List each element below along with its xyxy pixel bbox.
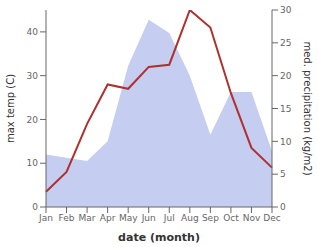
svg-text:5: 5: [280, 169, 286, 179]
svg-text:Nov: Nov: [243, 213, 261, 223]
svg-text:10: 10: [27, 158, 39, 168]
svg-text:Aug: Aug: [181, 213, 199, 223]
svg-text:May: May: [119, 213, 138, 223]
svg-text:0: 0: [280, 202, 286, 212]
svg-text:Mar: Mar: [79, 213, 96, 223]
svg-text:max temp (C): max temp (C): [8, 74, 16, 143]
svg-text:Sep: Sep: [202, 213, 219, 223]
svg-text:Jul: Jul: [163, 213, 175, 223]
svg-text:Apr: Apr: [100, 213, 116, 223]
svg-text:Feb: Feb: [59, 213, 75, 223]
svg-text:Oct: Oct: [223, 213, 239, 223]
svg-text:30: 30: [27, 71, 39, 81]
svg-text:Jun: Jun: [141, 213, 156, 223]
svg-text:0: 0: [32, 202, 38, 212]
svg-text:med. precipitation (kg/m2): med. precipitation (kg/m2): [302, 41, 310, 175]
svg-text:Jan: Jan: [38, 213, 53, 223]
svg-text:date (month): date (month): [118, 231, 200, 244]
svg-text:20: 20: [27, 115, 39, 125]
svg-text:25: 25: [280, 38, 291, 48]
svg-text:40: 40: [27, 27, 39, 37]
svg-text:15: 15: [280, 104, 291, 114]
svg-text:10: 10: [280, 137, 292, 147]
svg-text:20: 20: [280, 71, 292, 81]
svg-text:Dec: Dec: [263, 213, 280, 223]
svg-text:30: 30: [280, 5, 292, 15]
